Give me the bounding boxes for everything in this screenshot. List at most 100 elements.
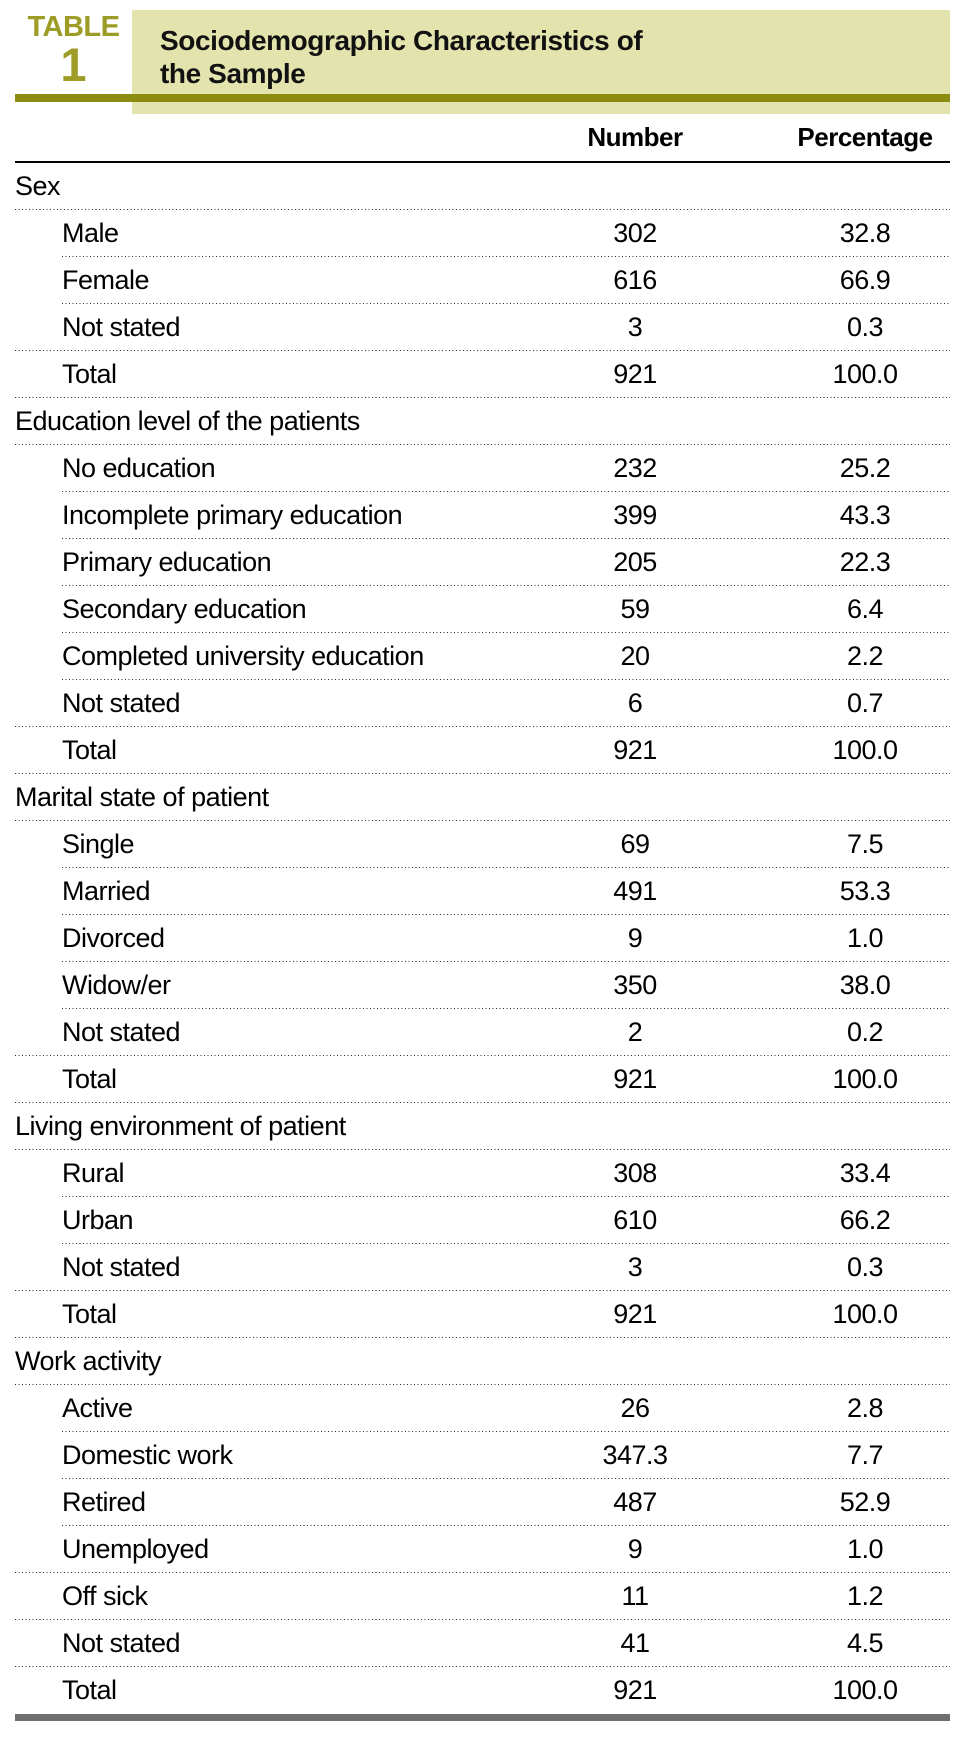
number-cell: 921: [613, 359, 657, 389]
number-cell: 616: [613, 265, 657, 295]
row-label: Male: [62, 218, 119, 248]
table-row: Unemployed 9 1.0: [15, 1526, 950, 1573]
number-cell: 610: [613, 1205, 657, 1235]
table-row: Urban 610 66.2: [15, 1197, 950, 1244]
number-cell: 59: [620, 594, 650, 624]
table-row: Not stated 3 0.3: [15, 304, 950, 351]
section-label: Education level of the patients: [15, 406, 360, 436]
percentage-cell: 0.7: [846, 688, 884, 718]
percentage-cell: 100.0: [832, 1675, 898, 1705]
table-row: Incomplete primary education 399 43.3: [15, 492, 950, 539]
table-row: Male 302 32.8: [15, 210, 950, 257]
table-label-word: TABLE: [27, 11, 120, 43]
table-row: Active 26 2.8: [15, 1385, 950, 1432]
number-cell: 9: [627, 1534, 643, 1564]
table-title: Sociodemographic Characteristics of the …: [160, 25, 643, 89]
row-label: Primary education: [62, 547, 272, 577]
row-label: Total: [62, 735, 117, 765]
row-label: Not stated: [62, 1628, 181, 1658]
table-row: Total 921 100.0: [15, 727, 950, 774]
table-row: Rural 308 33.4: [15, 1150, 950, 1197]
row-label: Not stated: [62, 312, 181, 342]
row-label: Completed university education: [62, 641, 424, 671]
table-row: Not stated 6 0.7: [15, 680, 950, 727]
percentage-cell: 100.0: [832, 1299, 898, 1329]
section-label: Work activity: [15, 1346, 162, 1376]
row-label: Total: [62, 1064, 117, 1094]
table-row: Female 616 66.9: [15, 257, 950, 304]
table-row: Married 491 53.3: [15, 868, 950, 915]
percentage-cell: 43.3: [839, 500, 891, 530]
row-label: Urban: [62, 1205, 134, 1235]
number-cell: 41: [620, 1628, 650, 1658]
percentage-cell: 0.2: [846, 1017, 884, 1047]
number-cell: 9: [627, 923, 643, 953]
row-label: Female: [62, 265, 150, 295]
table-row: No education 232 25.2: [15, 445, 950, 492]
row-label: No education: [62, 453, 216, 483]
table-row: Off sick 11 1.2: [15, 1573, 950, 1620]
number-cell: 399: [613, 500, 657, 530]
row-label: Not stated: [62, 1252, 181, 1282]
table-body: Sex Male 302 32.8 Female 616 66.9 Not stated 3 0.…: [15, 163, 950, 1714]
row-label: Divorced: [62, 923, 165, 953]
row-label: Secondary education: [62, 594, 307, 624]
table-row: Total 921 100.0: [15, 1291, 950, 1338]
percentage-cell: 100.0: [832, 359, 898, 389]
row-label: Rural: [62, 1158, 125, 1188]
percentage-cell: 4.5: [846, 1628, 884, 1658]
table-row: Secondary education 59 6.4: [15, 586, 950, 633]
percentage-cell: 53.3: [839, 876, 891, 906]
section-label: Marital state of patient: [15, 782, 269, 812]
row-label: Incomplete primary education: [62, 500, 403, 530]
number-cell: 921: [613, 1675, 657, 1705]
table-row: Single 69 7.5: [15, 821, 950, 868]
row-label: Widow/er: [62, 970, 171, 1000]
row-label: Single: [62, 829, 135, 859]
section-label: Living environment of patient: [15, 1111, 346, 1141]
percentage-cell: 0.3: [846, 312, 884, 342]
number-cell: 487: [613, 1487, 657, 1517]
row-label: Total: [62, 1675, 117, 1705]
table-row: Not stated 3 0.3: [15, 1244, 950, 1291]
section-header-row: Sex: [15, 163, 950, 210]
table-row: Retired 487 52.9: [15, 1479, 950, 1526]
section-header-row: Work activity: [15, 1338, 950, 1385]
percentage-cell: 100.0: [832, 735, 898, 765]
number-cell: 921: [613, 1064, 657, 1094]
table-number-label: TABLE 1: [15, 12, 132, 88]
percentage-cell: 32.8: [839, 218, 891, 248]
section-label: Sex: [15, 171, 61, 201]
section-header-row: Marital state of patient: [15, 774, 950, 821]
percentage-cell: 33.4: [839, 1158, 891, 1188]
number-cell: 3: [627, 1252, 643, 1282]
table-row: Primary education 205 22.3: [15, 539, 950, 586]
row-label: Married: [62, 876, 151, 906]
number-cell: 302: [613, 218, 657, 248]
table-header: Sociodemographic Characteristics of the …: [0, 0, 965, 114]
percentage-cell: 7.7: [846, 1440, 884, 1470]
table-row: Total 921 100.0: [15, 351, 950, 398]
number-cell: 921: [613, 735, 657, 765]
percentage-cell: 66.2: [839, 1205, 891, 1235]
percentage-cell: 52.9: [839, 1487, 891, 1517]
percentage-cell: 38.0: [839, 970, 891, 1000]
column-header-row: Number Percentage: [15, 114, 950, 163]
table-label-number: 1: [60, 38, 87, 91]
number-cell: 11: [621, 1581, 649, 1611]
number-cell: 308: [613, 1158, 657, 1188]
percentage-cell: 6.4: [846, 594, 884, 624]
table-row: Divorced 9 1.0: [15, 915, 950, 962]
row-label: Total: [62, 1299, 117, 1329]
number-cell: 2: [627, 1017, 643, 1047]
percentage-cell: 22.3: [839, 547, 891, 577]
data-table: Number Percentage Sex Male 302 32.8 Female 61…: [15, 114, 950, 1721]
percentage-cell: 1.0: [846, 1534, 884, 1564]
number-cell: 26: [620, 1393, 650, 1423]
row-label: Not stated: [62, 688, 181, 718]
number-cell: 20: [620, 641, 650, 671]
row-label: Not stated: [62, 1017, 181, 1047]
section-header-row: Education level of the patients: [15, 398, 950, 445]
table-row: Not stated 41 4.5: [15, 1620, 950, 1667]
